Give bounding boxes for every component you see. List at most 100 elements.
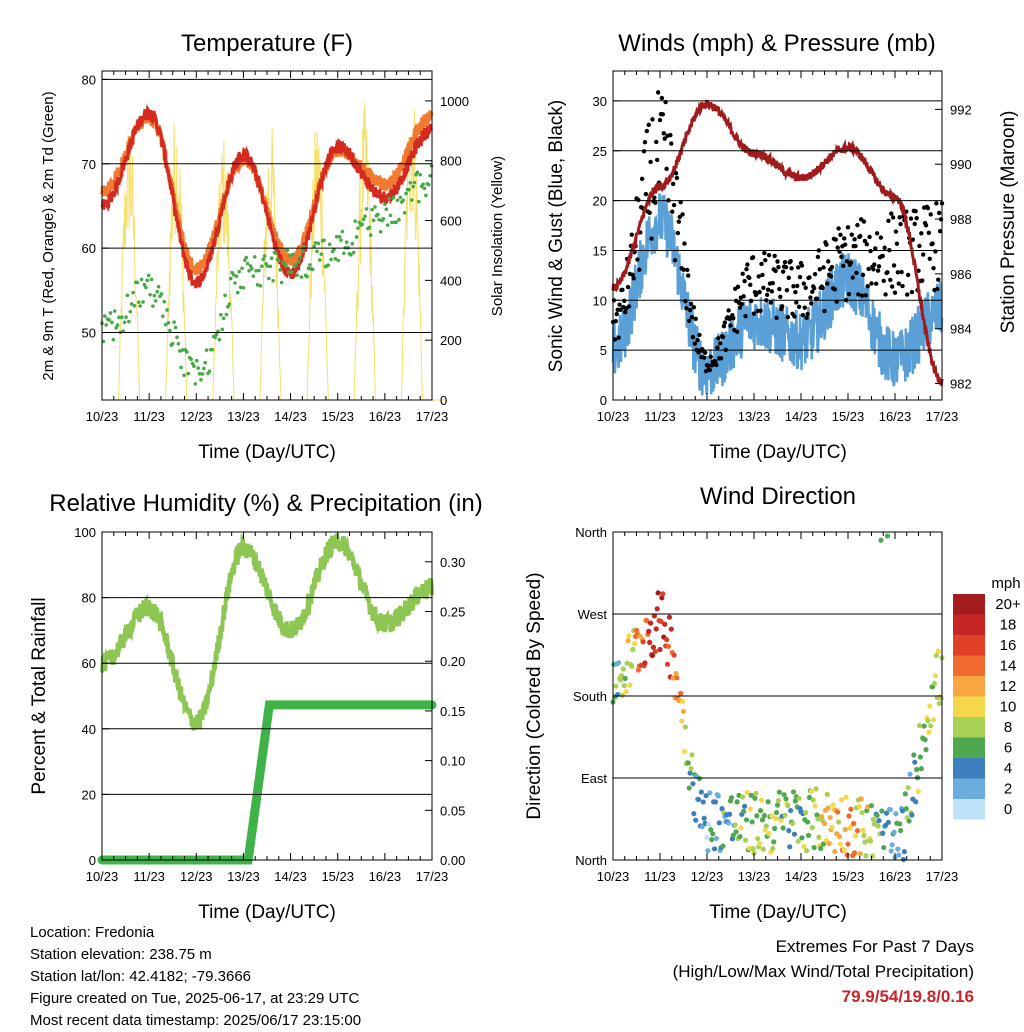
dewpoint-point xyxy=(220,327,225,332)
direction-point xyxy=(787,844,793,850)
direction-point xyxy=(843,794,849,800)
gust-point xyxy=(803,285,808,290)
direction-point xyxy=(836,819,842,825)
dewpoint-point xyxy=(261,257,266,262)
dewpoint-point xyxy=(401,198,406,203)
dewpoint-point xyxy=(318,258,322,262)
direction-point xyxy=(804,848,810,854)
dewpoint-point xyxy=(111,337,116,342)
dewpoint-point xyxy=(316,241,321,246)
direction-point xyxy=(774,802,781,808)
legend-label: 20+ xyxy=(995,596,1021,613)
dewpoint-point xyxy=(210,347,215,352)
dewpoint-point xyxy=(162,299,167,304)
dewpoint-point xyxy=(339,238,343,242)
dewpoint-point xyxy=(144,285,148,290)
gust-point xyxy=(933,249,938,254)
winds-right-ytick-label: 992 xyxy=(950,102,972,117)
gust-point xyxy=(808,295,813,300)
gust-point xyxy=(917,243,922,249)
humidity-xtick-label: 13/23 xyxy=(227,869,260,884)
direction-point xyxy=(885,819,892,825)
gust-point xyxy=(714,362,719,368)
winds-xtick-label: 14/23 xyxy=(785,409,818,424)
dewpoint-point xyxy=(340,229,345,234)
temperature-left-ytick-label: 60 xyxy=(82,241,96,256)
dewpoint-point xyxy=(117,315,121,320)
gust-point xyxy=(683,298,688,304)
dewpoint-point xyxy=(404,191,408,196)
direction-point xyxy=(928,723,934,729)
direction-point xyxy=(776,789,782,795)
gust-point xyxy=(838,232,843,238)
temperature-right-ytick-label: 600 xyxy=(440,214,462,229)
dewpoint-point xyxy=(202,366,206,371)
gust-point xyxy=(896,281,901,286)
gust-point xyxy=(653,200,658,205)
direction-point xyxy=(783,796,789,802)
direction-point xyxy=(900,856,907,863)
direction-point xyxy=(706,821,712,827)
gust-point xyxy=(881,278,886,284)
direction-point xyxy=(803,810,809,816)
direction-point xyxy=(642,660,648,666)
direction-point xyxy=(668,626,674,632)
legend-label: 12 xyxy=(1000,678,1017,695)
temperature-right-ytick-label: 1000 xyxy=(440,94,469,109)
direction-left-ytick-label: North xyxy=(575,525,607,540)
gust-point xyxy=(874,281,879,286)
gust-point xyxy=(875,268,881,273)
direction-point xyxy=(741,808,747,814)
direction-point xyxy=(785,803,791,809)
direction-point xyxy=(887,807,893,813)
dewpoint-point xyxy=(267,276,271,281)
dewpoint-point xyxy=(391,195,396,200)
winds-left-ytick-label: 15 xyxy=(593,243,607,258)
gust-point xyxy=(759,261,764,267)
gust-point xyxy=(789,266,794,271)
dewpoint-point xyxy=(302,244,307,249)
direction-point xyxy=(811,844,817,851)
winds-right-ytick-label: 988 xyxy=(950,212,972,227)
dewpoint-point xyxy=(298,255,302,260)
gust-point xyxy=(885,270,890,275)
direction-point xyxy=(696,776,703,782)
direction-point xyxy=(712,799,719,805)
direction-point xyxy=(874,812,880,819)
direction-point xyxy=(707,790,713,796)
direction-point xyxy=(799,835,805,841)
gust-point xyxy=(778,294,783,300)
direction-left-label: Direction (Colored By Speed) xyxy=(524,572,545,819)
gust-point xyxy=(931,265,936,271)
temperature-xtick-label: 16/23 xyxy=(369,409,402,424)
location-text: Location: Fredonia xyxy=(30,924,155,941)
direction-point xyxy=(622,675,628,682)
gust-point xyxy=(796,304,802,309)
direction-point xyxy=(769,813,775,819)
humidity-left-ytick-label: 40 xyxy=(82,722,96,737)
direction-point xyxy=(881,844,887,851)
gust-point xyxy=(692,341,697,346)
dewpoint-point xyxy=(127,319,131,324)
gust-point xyxy=(631,276,636,281)
dewpoint-point xyxy=(378,230,383,234)
dewpoint-point xyxy=(289,270,294,274)
dewpoint-point xyxy=(166,320,171,325)
legend-swatch xyxy=(953,635,985,656)
dewpoint-point xyxy=(173,325,178,330)
winds-x-label: Time (Day/UTC) xyxy=(709,442,847,463)
dewpoint-point xyxy=(424,193,428,198)
winds-xtick-label: 15/23 xyxy=(832,409,865,424)
dewpoint-point xyxy=(104,323,109,327)
dewpoint-point xyxy=(390,220,394,225)
gust-point xyxy=(713,359,718,364)
direction-point xyxy=(709,836,715,843)
dewpoint-point xyxy=(409,198,414,202)
dewpoint-point xyxy=(388,213,393,218)
humidity-right-ytick-label: 0.10 xyxy=(440,754,465,769)
gust-point xyxy=(655,90,661,95)
direction-point xyxy=(755,835,761,842)
winds-left-ytick-label: 25 xyxy=(593,144,607,159)
gust-point xyxy=(757,289,762,295)
temperature-xtick-label: 12/23 xyxy=(180,409,213,424)
